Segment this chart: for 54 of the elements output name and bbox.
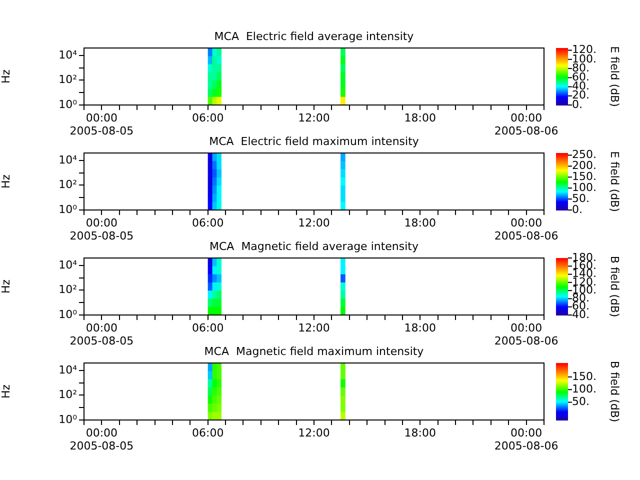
x-tick-label: 00:00 2005-08-05: [70, 216, 134, 243]
y-tick-label: 10²: [58, 283, 77, 296]
x-tick-label: 18:00: [404, 111, 436, 124]
y-axis-title: Hz: [0, 69, 12, 84]
y-tick-label: 10⁴: [58, 258, 78, 272]
chart-title: MCA Magnetic field average intensity: [209, 240, 419, 253]
x-tick-label: 06:00: [192, 426, 224, 440]
color-bar-title: B field (dB): [608, 360, 622, 422]
y-tick-label: 10²: [58, 388, 77, 402]
color-bar-title: E field (dB): [608, 46, 622, 107]
x-tick-label: 12:00: [298, 426, 330, 440]
color-bar-label: 50.: [572, 192, 590, 205]
y-tick-label: 10⁴: [58, 48, 78, 62]
color-bar-label: 250.: [572, 148, 596, 162]
x-tick-label: 00:00 2005-08-06: [494, 111, 558, 138]
chart-title: MCA Electric field average intensity: [214, 30, 414, 43]
y-axis-title: Hz: [0, 279, 12, 294]
y-tick-label: 10⁰: [58, 308, 78, 321]
y-tick-label: 10²: [58, 73, 77, 86]
color-bar-label: 0.: [572, 202, 582, 216]
x-tick-label: 00:00 2005-08-06: [494, 321, 558, 348]
y-tick-label: 10²: [58, 178, 77, 192]
x-tick-label: 00:00 2005-08-06: [494, 426, 558, 453]
x-tick-label: 00:00 2005-08-05: [70, 426, 134, 453]
y-axis-title: Hz: [0, 384, 12, 399]
y-tick-label: 10⁰: [58, 412, 78, 426]
x-tick-label: 06:00: [192, 216, 224, 230]
color-bar-label: 50.: [572, 395, 590, 408]
x-tick-label: 06:00: [192, 111, 224, 124]
y-tick-label: 10⁰: [58, 98, 78, 111]
x-tick-label: 18:00: [404, 321, 436, 334]
x-tick-label: 00:00 2005-08-05: [70, 111, 134, 138]
color-bar-label: 100.: [572, 180, 596, 194]
y-tick-label: 10⁴: [58, 363, 78, 376]
x-tick-label: 06:00: [192, 321, 224, 334]
x-tick-label: 00:00 2005-08-05: [70, 321, 134, 348]
color-bar-title: B field (dB): [608, 256, 622, 318]
x-tick-label: 12:00: [298, 111, 330, 124]
y-axis-title: Hz: [0, 174, 12, 189]
color-bar-title: E field (dB): [608, 151, 622, 212]
x-tick-label: 18:00: [404, 216, 436, 230]
color-bar-label: 200.: [572, 159, 596, 172]
color-bar-label: 0.: [572, 98, 582, 111]
x-tick-label: 12:00: [298, 321, 330, 334]
y-tick-label: 10⁴: [58, 153, 78, 166]
y-tick-label: 10⁰: [58, 202, 78, 216]
color-bar-label: 150.: [572, 170, 596, 183]
x-tick-label: 00:00 2005-08-06: [494, 216, 558, 243]
color-bar-label: 100.: [572, 382, 596, 396]
chart-title: MCA Magnetic field maximum intensity: [204, 345, 424, 358]
x-tick-label: 18:00: [404, 426, 436, 440]
chart-title: MCA Electric field maximum intensity: [209, 135, 420, 148]
color-bar-label: 150.: [572, 370, 596, 383]
x-tick-label: 12:00: [298, 216, 330, 230]
